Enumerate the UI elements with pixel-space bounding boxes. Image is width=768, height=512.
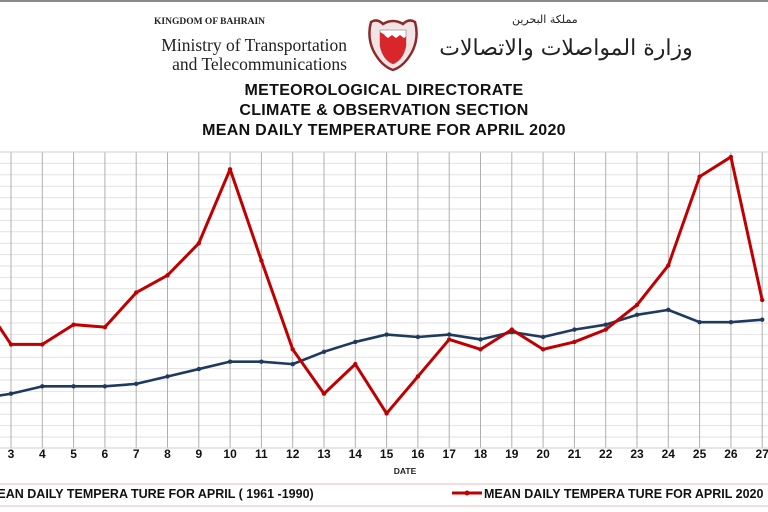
- data-point: [134, 381, 139, 387]
- x-tick-label: 24: [662, 447, 676, 461]
- x-tick-label: 21: [568, 447, 582, 461]
- data-point: [384, 332, 389, 337]
- data-point: [259, 359, 264, 364]
- x-tick-label: 13: [317, 447, 331, 461]
- data-point: [540, 347, 546, 352]
- legend-label-1961-1990: MEAN DAILY TEMPERA TURE FOR APRIL ( 1961…: [0, 487, 314, 501]
- x-tick-label: 26: [724, 447, 738, 461]
- data-point: [447, 337, 452, 342]
- x-tick-label: 18: [474, 447, 488, 461]
- series-1961-1990: [0, 307, 765, 397]
- data-point: [415, 374, 421, 379]
- chart-title: MEAN DAILY TEMPERATURE FOR APRIL 2020: [202, 122, 566, 139]
- x-axis-label: DATE: [394, 466, 417, 476]
- data-point: [8, 391, 14, 396]
- data-point: [572, 327, 577, 332]
- data-point: [353, 339, 358, 345]
- data-point: [697, 174, 702, 179]
- data-point: [40, 342, 45, 347]
- data-point: [40, 384, 45, 389]
- legend-marker-2020: [464, 490, 470, 496]
- data-point: [728, 320, 734, 325]
- kingdom-label: KINGDOM OF BAHRAIN: [154, 17, 266, 27]
- data-point: [227, 167, 233, 172]
- grid: [0, 151, 768, 448]
- x-tick-label: 5: [70, 447, 77, 461]
- data-point: [478, 347, 483, 352]
- data-point: [102, 324, 108, 330]
- x-tick-label: 15: [380, 447, 394, 461]
- x-tick-label: 12: [286, 447, 300, 461]
- data-point: [697, 320, 702, 325]
- x-tick-label: 22: [599, 447, 613, 461]
- x-tick-label: 27: [756, 447, 768, 461]
- data-point: [196, 366, 201, 372]
- x-tick-label: 23: [630, 447, 644, 461]
- data-point: [353, 361, 358, 367]
- data-point: [165, 374, 170, 379]
- x-tick-label: 8: [164, 447, 171, 461]
- x-tick-label: 10: [223, 447, 237, 461]
- data-point: [634, 302, 640, 308]
- x-tick-label: 17: [443, 447, 457, 461]
- title-section: CLIMATE & OBSERVATION SECTION: [239, 102, 529, 119]
- data-point: [603, 327, 608, 332]
- ministry-name: Ministry of Transportation and Telecommu…: [99, 36, 347, 74]
- arabic-ministry: وزارة المواصلات والاتصالات: [439, 36, 693, 61]
- x-tick-label: 19: [505, 447, 519, 461]
- x-tick-label: 9: [195, 447, 202, 461]
- series-line: [0, 155, 764, 415]
- title-directorate: METEOROLOGICAL DIRECTORATE: [244, 82, 524, 99]
- x-tick-label: 7: [133, 447, 140, 461]
- data-point: [509, 327, 514, 332]
- data-point: [165, 273, 170, 278]
- ministry-line-2: and Telecommunications: [172, 54, 347, 74]
- series-line: [0, 308, 763, 397]
- data-point: [760, 317, 765, 322]
- x-tick-label: 3: [8, 447, 15, 461]
- data-point: [321, 349, 327, 354]
- top-border: [0, 0, 768, 2]
- x-tick-label: 11: [255, 447, 268, 461]
- data-point: [540, 334, 546, 340]
- data-point: [134, 290, 139, 295]
- x-tick-label: 20: [536, 447, 550, 461]
- data-point: [321, 391, 327, 396]
- x-tick-label: 14: [349, 447, 363, 461]
- data-point: [760, 297, 765, 303]
- data-point: [384, 411, 389, 416]
- data-point: [415, 334, 421, 340]
- x-tick-label: 6: [102, 447, 109, 461]
- data-point: [634, 312, 640, 317]
- data-point: [728, 154, 734, 160]
- arabic-kingdom: مملكة البحرين: [512, 13, 578, 26]
- data-point: [71, 322, 76, 327]
- data-point: [603, 322, 608, 327]
- data-point: [478, 337, 483, 342]
- data-point: [572, 339, 577, 345]
- x-tick-label: 4: [39, 447, 46, 461]
- data-point: [259, 258, 264, 263]
- data-point: [196, 241, 201, 246]
- legend-label-2020: MEAN DAILY TEMPERA TURE FOR APRIL 2020: [484, 487, 763, 501]
- data-point: [666, 307, 671, 313]
- data-point: [666, 263, 671, 268]
- data-point: [8, 342, 14, 347]
- series-april-2020: [0, 154, 765, 416]
- ministry-line-1: Ministry of Transportation: [161, 35, 347, 55]
- bahrain-emblem-icon: [368, 19, 418, 72]
- data-point: [227, 359, 233, 364]
- data-point: [447, 332, 452, 337]
- x-tick-label: 16: [411, 447, 425, 461]
- data-point: [290, 347, 295, 352]
- data-point: [102, 384, 108, 389]
- data-point: [71, 384, 76, 389]
- data-point: [290, 361, 295, 367]
- x-tick-label: 25: [693, 447, 707, 461]
